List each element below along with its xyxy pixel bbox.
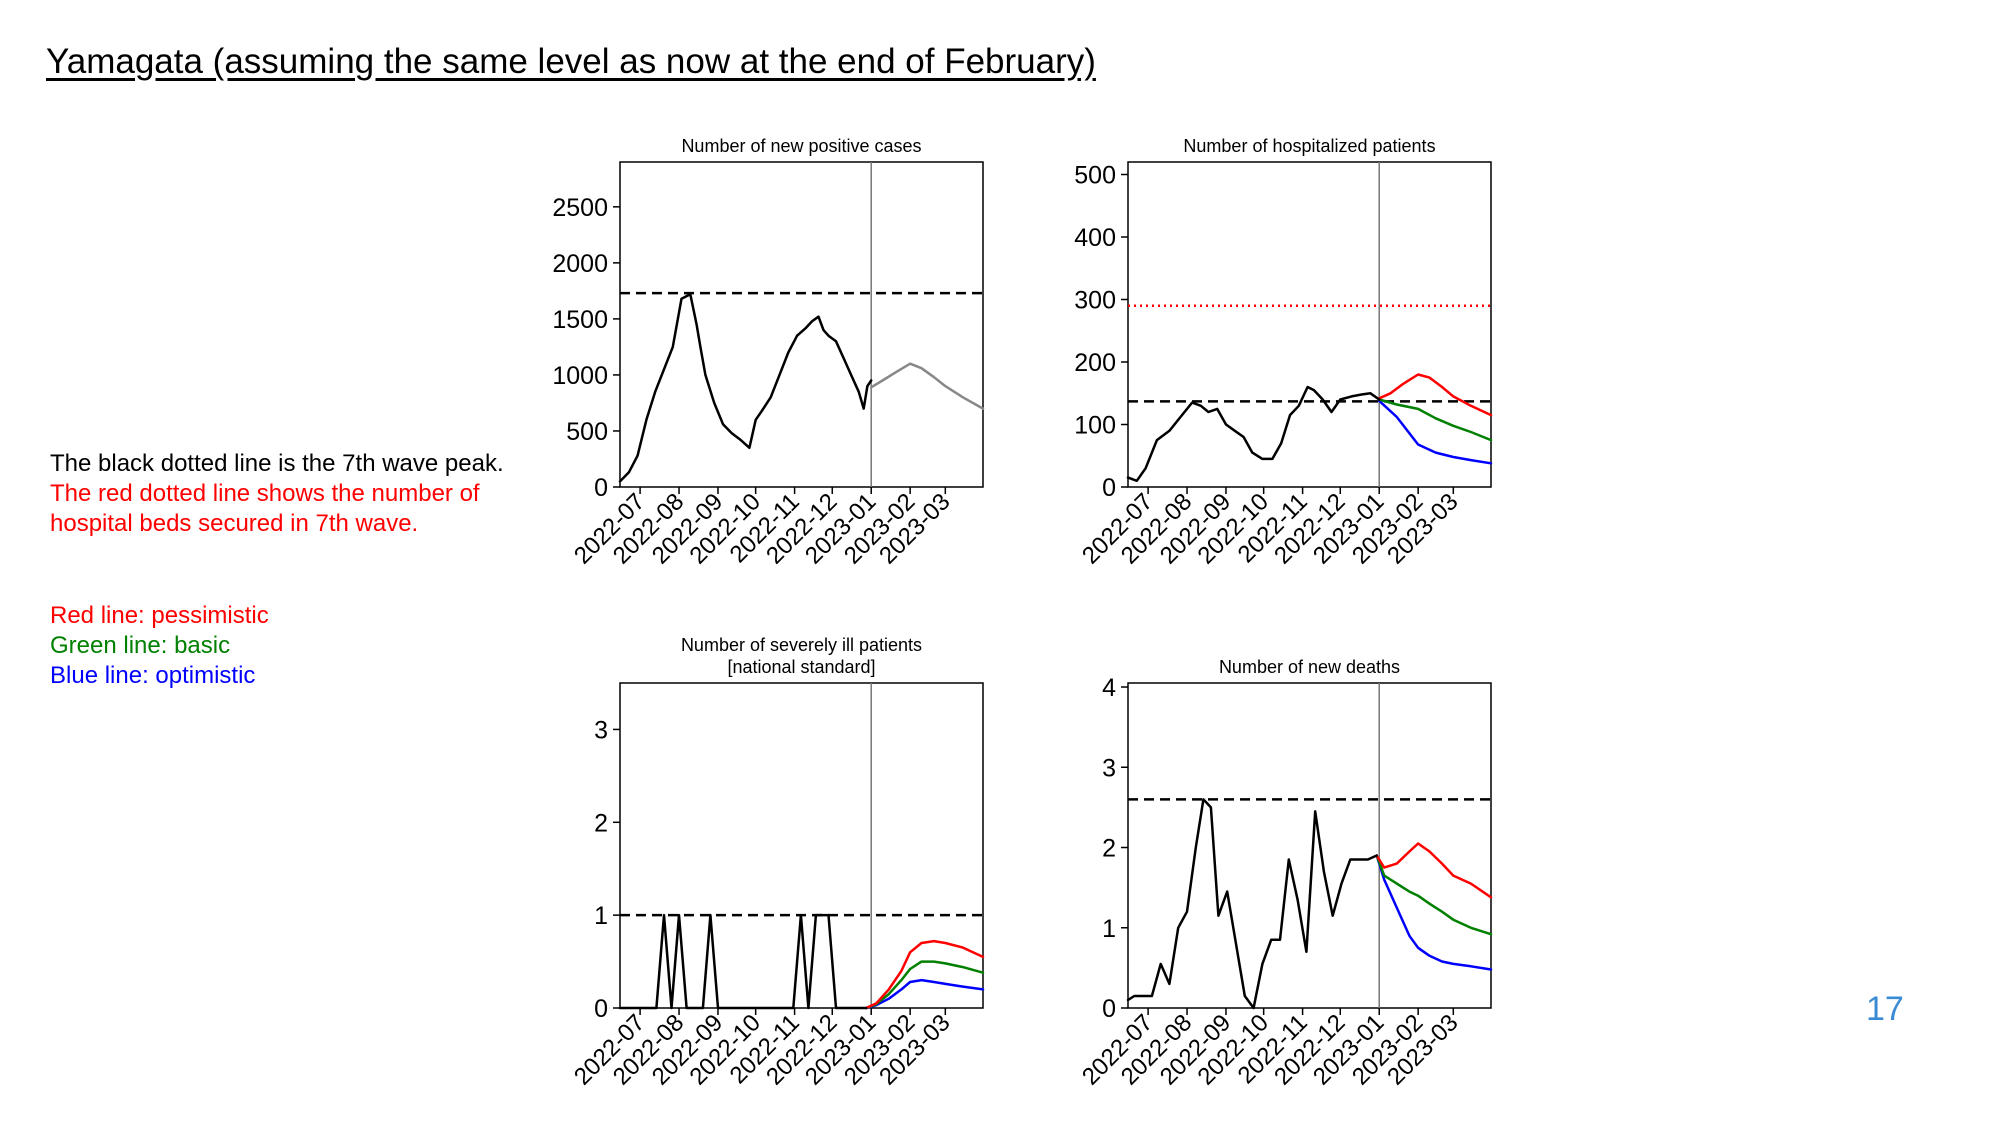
series-optimistic (1377, 399, 1493, 465)
y-tick-label: 200 (1074, 349, 1116, 377)
y-tick-label: 0 (1102, 995, 1116, 1023)
legend-optimistic: Blue line: optimistic (50, 662, 256, 689)
y-tick-label: 3 (1102, 754, 1116, 782)
note-black-dotted-line: The black dotted line is the 7th wave pe… (50, 450, 504, 477)
series-optimistic (1375, 854, 1493, 971)
y-tick-label: 300 (1074, 287, 1116, 315)
series-observed (1126, 385, 1381, 483)
y-tick-label: 2500 (552, 194, 608, 222)
series-observed (618, 292, 873, 483)
series-observed (1126, 798, 1378, 1010)
series-projection (869, 362, 985, 410)
chart-title: Number of new positive cases (681, 136, 921, 156)
y-tick-label: 1000 (552, 362, 608, 390)
series-pessimistic (1375, 842, 1493, 899)
chart-hospitalized-patients: Number of hospitalized patients 0 100 200 30… (1074, 136, 1493, 570)
series-basic (864, 960, 985, 1010)
y-tick-label: 4 (1102, 674, 1116, 702)
notes-panel: The black dotted line is the 7th wave pe… (50, 449, 504, 691)
y-tick-label: 3 (594, 716, 608, 744)
y-tick-label: 0 (1102, 474, 1116, 502)
y-tick-label: 1 (594, 902, 608, 930)
chart-title: Number of hospitalized patients (1183, 136, 1435, 156)
y-tick-label: 2000 (552, 250, 608, 278)
y-tick-label: 0 (594, 474, 608, 502)
note-red-dotted-line-1: The red dotted line shows the number of (50, 480, 480, 507)
y-tick-label: 1500 (552, 306, 608, 334)
y-tick-label: 500 (566, 418, 608, 446)
series-observed (618, 913, 868, 1010)
series-basic (1375, 854, 1493, 936)
series-optimistic (864, 978, 985, 1010)
chart-title: Number of new deaths (1219, 657, 1400, 677)
chart-title: Number of severely ill patients (681, 635, 922, 655)
plot-frame (1127, 161, 1492, 488)
y-tick-label: 0 (594, 995, 608, 1023)
chart-new-deaths: Number of new deaths012342022-072022-082… (1077, 657, 1493, 1091)
y-tick-label: 1 (1102, 915, 1116, 943)
chart-new-positive-cases: Number of new positive cases 0 500 1000 1500… (552, 136, 985, 570)
y-tick-label: 100 (1074, 412, 1116, 440)
plot-frame (1127, 682, 1492, 1009)
y-tick-label: 500 (1074, 162, 1116, 190)
series-pessimistic (864, 939, 985, 1010)
note-red-dotted-line-2: hospital beds secured in 7th wave. (50, 510, 419, 537)
y-tick-label: 2 (594, 809, 608, 837)
plot-frame (619, 161, 984, 488)
series-basic (1377, 398, 1493, 442)
scenario-legend: Red line: pessimistic Green line: basic … (50, 601, 504, 691)
plot-frame (619, 682, 984, 1009)
page-number: 17 (1866, 990, 1904, 1028)
series-pessimistic (1377, 373, 1493, 417)
chart-severely-ill-patients: Number of severely ill patients[national… (569, 635, 985, 1091)
y-tick-label: 400 (1074, 224, 1116, 252)
y-tick-label: 2 (1102, 835, 1116, 863)
legend-pessimistic: Red line: pessimistic (50, 602, 269, 629)
legend-basic: Green line: basic (50, 632, 231, 659)
chart-title: [national standard] (727, 657, 875, 677)
slide-title: Yamagata (assuming the same level as now… (46, 42, 1096, 81)
